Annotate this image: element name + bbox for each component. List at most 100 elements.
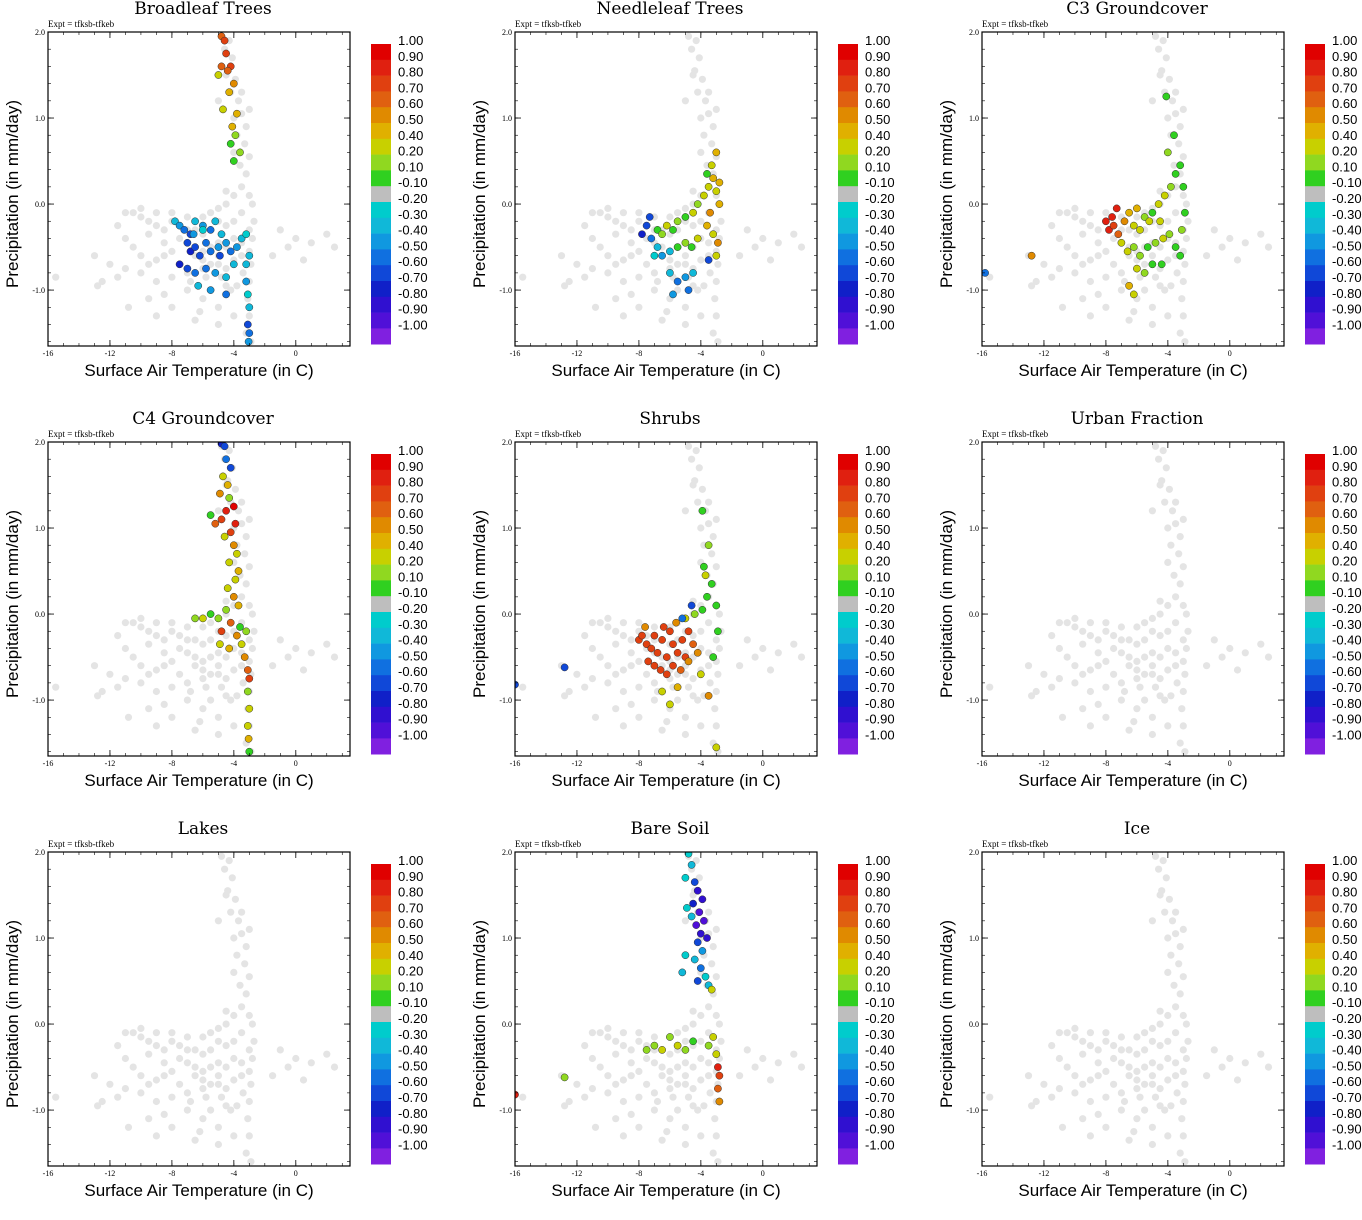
- background-point: [199, 623, 207, 631]
- background-point: [202, 683, 210, 691]
- background-point: [242, 1149, 250, 1157]
- background-point: [1032, 1097, 1040, 1106]
- background-point: [697, 148, 705, 156]
- y-tick-label: -1.0: [499, 696, 512, 705]
- colorbar-swatch: [1305, 1101, 1325, 1118]
- background-point: [697, 1011, 705, 1020]
- colorbar-swatch: [1305, 1132, 1325, 1149]
- colorbar-swatch: [838, 990, 858, 1007]
- y-tick-label: 0.0: [35, 610, 45, 619]
- panel-needleleaf: Needleleaf Trees Expt = tfksb-tfkeb -16 -12…: [467, 0, 921, 400]
- y-axis-label: Precipitation (in mm/day): [937, 920, 956, 1108]
- colorbar-label: 0.60: [398, 96, 423, 111]
- colorbar-label: -0.20: [1332, 601, 1362, 616]
- background-point: [1151, 1093, 1160, 1101]
- background-point: [1168, 917, 1177, 925]
- background-point: [706, 1089, 714, 1097]
- x-tick-label: 0: [294, 349, 298, 358]
- colorbar-label: -1.00: [1332, 1137, 1362, 1152]
- x-axis-label: Surface Air Temperature (in C): [84, 771, 313, 790]
- background-point: [709, 329, 717, 337]
- colorbar-swatch: [1305, 1037, 1325, 1054]
- colorbar-swatch: [371, 296, 391, 313]
- background-point: [1161, 696, 1169, 704]
- colorbar-swatch: [1305, 249, 1325, 266]
- background-point: [1164, 1132, 1172, 1140]
- data-point: [673, 683, 682, 692]
- background-point: [1028, 1102, 1036, 1110]
- colorbar-label: -0.10: [398, 995, 428, 1010]
- colorbar-swatch: [371, 643, 391, 660]
- background-point: [1184, 217, 1192, 225]
- background-point: [1117, 649, 1125, 657]
- colorbar-label: 0.40: [398, 128, 423, 143]
- background-point: [284, 243, 292, 251]
- colorbar-swatch: [371, 943, 391, 960]
- background-point: [230, 191, 238, 200]
- background-point: [114, 632, 122, 640]
- background-point: [1063, 1029, 1071, 1037]
- data-point: [1133, 264, 1141, 273]
- background-point: [230, 1076, 238, 1084]
- background-point: [573, 670, 581, 678]
- background-point: [519, 683, 527, 691]
- colorbar-label: 0.70: [398, 490, 423, 505]
- background-point: [241, 140, 249, 148]
- background-point: [588, 644, 596, 653]
- background-point: [1133, 1067, 1141, 1075]
- background-point: [183, 1059, 191, 1067]
- background-point: [245, 636, 253, 644]
- background-point: [202, 273, 210, 281]
- colorbar-swatch: [371, 974, 391, 991]
- background-point: [674, 1029, 682, 1037]
- colorbar-swatch: [371, 1069, 391, 1086]
- colorbar: 1.000.900.800.700.600.500.400.200.10-0.1…: [838, 33, 895, 345]
- background-point: [700, 1102, 708, 1110]
- data-point: [222, 506, 230, 515]
- background-point: [736, 662, 744, 670]
- background-point: [1071, 662, 1079, 670]
- background-point: [1071, 1089, 1079, 1097]
- x-tick-label: -12: [105, 349, 116, 358]
- panel-ice: Ice Expt = tfksb-tfkeb -16 -12 -8 -4 0 2.0 1.0 0.…: [934, 820, 1362, 1220]
- background-point: [1175, 140, 1183, 148]
- colorbar-swatch: [1305, 485, 1325, 502]
- data-point: [220, 532, 229, 541]
- background-point: [627, 1110, 635, 1118]
- background-point: [689, 1063, 697, 1071]
- colorbar-label: 0.40: [398, 948, 423, 963]
- colorbar-label: 0.20: [398, 554, 423, 569]
- background-point: [1094, 239, 1102, 247]
- colorbar-label: -0.40: [865, 1043, 895, 1058]
- background-point: [191, 636, 199, 644]
- plot-frame: [47, 851, 351, 1167]
- y-tick-label: 1.0: [502, 114, 512, 123]
- colorbar-label: 0.60: [865, 506, 890, 521]
- background-point: [712, 687, 720, 696]
- colorbar-swatch: [838, 281, 858, 298]
- data-point: [693, 648, 702, 657]
- x-axis-label: Surface Air Temperature (in C): [1018, 771, 1247, 790]
- background-point: [766, 1076, 775, 1084]
- background-point: [1164, 217, 1172, 225]
- background-point: [1063, 243, 1071, 251]
- colorbar-swatch: [838, 249, 858, 266]
- background-point: [1117, 1033, 1125, 1041]
- background-point: [238, 662, 246, 670]
- y-tick-label: -1.0: [966, 696, 979, 705]
- background-point: [1141, 636, 1149, 644]
- background-point: [1179, 687, 1187, 696]
- background-point: [137, 213, 145, 221]
- y-tick-label: 1.0: [969, 114, 979, 123]
- background-point: [688, 455, 696, 463]
- background-point: [612, 1115, 620, 1123]
- colorbar-label: 0.50: [1332, 112, 1357, 127]
- background-point: [238, 209, 246, 217]
- background-point: [1086, 312, 1094, 320]
- background-point: [684, 1093, 693, 1101]
- colorbar-swatch: [371, 738, 391, 755]
- background-point: [222, 1007, 230, 1015]
- background-point: [604, 1033, 612, 1041]
